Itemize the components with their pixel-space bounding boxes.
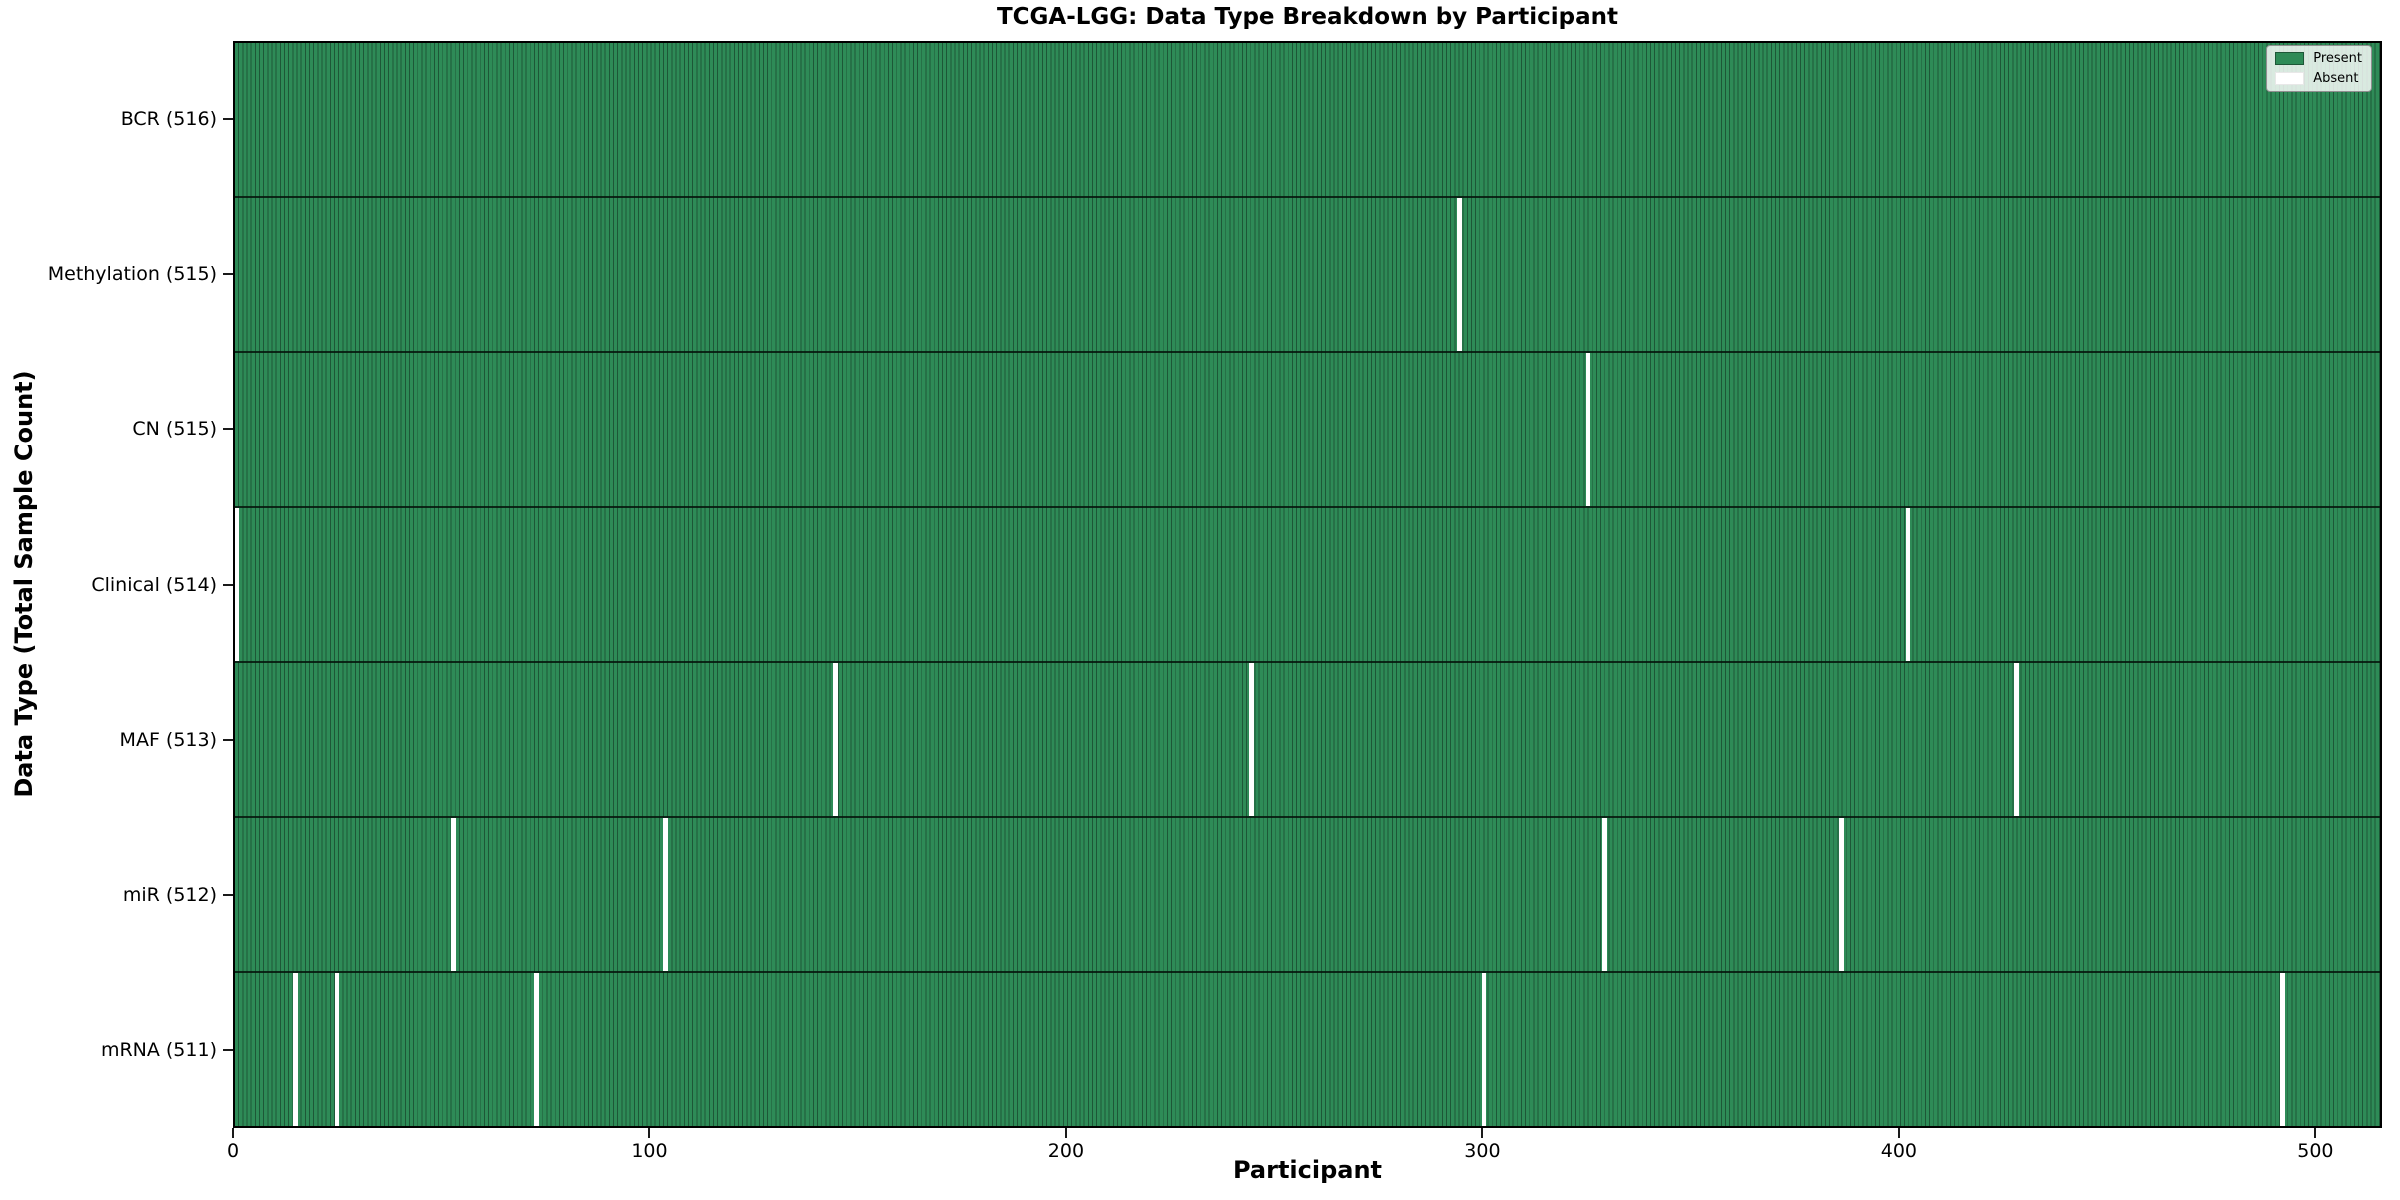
x-tick-label-0: 0: [226, 1140, 240, 1162]
absent-gap: [1249, 663, 1254, 816]
absent-gap: [450, 818, 456, 971]
x-tick-mark: [232, 1128, 234, 1138]
y-tick-mark: [223, 117, 233, 120]
row-mrna: [235, 973, 2380, 1126]
row-mir: [235, 818, 2380, 973]
x-tick-mark: [2314, 1128, 2317, 1138]
x-axis: 0 100 200 300 400 500: [227, 1128, 2382, 1174]
absent-gap: [1905, 508, 1911, 661]
y-tick-mark: [223, 272, 233, 275]
x-tick-mark: [648, 1128, 651, 1138]
row-bcr: [235, 43, 2380, 198]
absent-gap: [662, 818, 668, 971]
chart-title: TCGA-LGG: Data Type Breakdown by Partici…: [996, 4, 1619, 30]
y-tick-mark: [223, 428, 233, 431]
x-axis-label: Participant: [1232, 1156, 1383, 1184]
absent-gap: [1839, 818, 1844, 971]
x-tick-mark: [1897, 1128, 1900, 1138]
absent-gap: [1602, 818, 1608, 971]
legend-item-present: Present: [2275, 51, 2362, 66]
y-axis: BCR (516) Methylation (515) CN (515) Clinic…: [0, 41, 233, 1128]
y-tick-mark: [223, 894, 233, 897]
absent-gap: [534, 973, 539, 1126]
legend: Present Absent: [2266, 45, 2372, 92]
x-tick-label-400: 400: [1880, 1140, 1918, 1162]
legend-swatch-present: [2275, 52, 2305, 65]
y-tick-label-maf: MAF (513): [119, 728, 217, 751]
y-tick-mark: [223, 738, 233, 741]
legend-label-present: Present: [2313, 51, 2362, 66]
absent-gap: [234, 508, 240, 661]
row-methylation: [235, 198, 2380, 353]
absent-gap: [833, 663, 838, 816]
y-tick-label-mir: miR (512): [122, 884, 217, 907]
y-tick-label-mrna: mRNA (511): [100, 1039, 217, 1062]
x-tick-label-100: 100: [631, 1140, 668, 1162]
legend-item-absent: Absent: [2275, 71, 2362, 86]
legend-label-absent: Absent: [2313, 71, 2359, 86]
absent-gap: [1481, 973, 1487, 1126]
row-maf: [235, 663, 2380, 818]
absent-gap: [2013, 663, 2019, 816]
y-tick-label-methylation: Methylation (515): [47, 262, 217, 285]
absent-gap: [2280, 973, 2285, 1126]
absent-gap: [292, 973, 298, 1126]
y-tick-label-cn: CN (515): [132, 418, 217, 441]
x-tick-mark: [1064, 1128, 1067, 1138]
x-tick-label-200: 200: [1047, 1140, 1085, 1162]
y-tick-mark: [223, 583, 233, 586]
x-tick-label-500: 500: [2297, 1140, 2334, 1162]
legend-swatch-absent: [2275, 72, 2305, 85]
y-tick-label-bcr: BCR (516): [120, 107, 217, 130]
absent-gap: [1585, 353, 1591, 506]
x-tick-label-300: 300: [1464, 1140, 1501, 1162]
plot-area: Present Absent: [233, 41, 2382, 1128]
y-tick-mark: [223, 1049, 233, 1052]
row-clinical: [234, 508, 2380, 663]
absent-gap: [334, 973, 340, 1126]
row-cn: [235, 353, 2380, 508]
absent-gap: [1456, 198, 1462, 351]
y-tick-label-clinical: Clinical (514): [91, 573, 217, 596]
x-tick-mark: [1481, 1128, 1484, 1138]
